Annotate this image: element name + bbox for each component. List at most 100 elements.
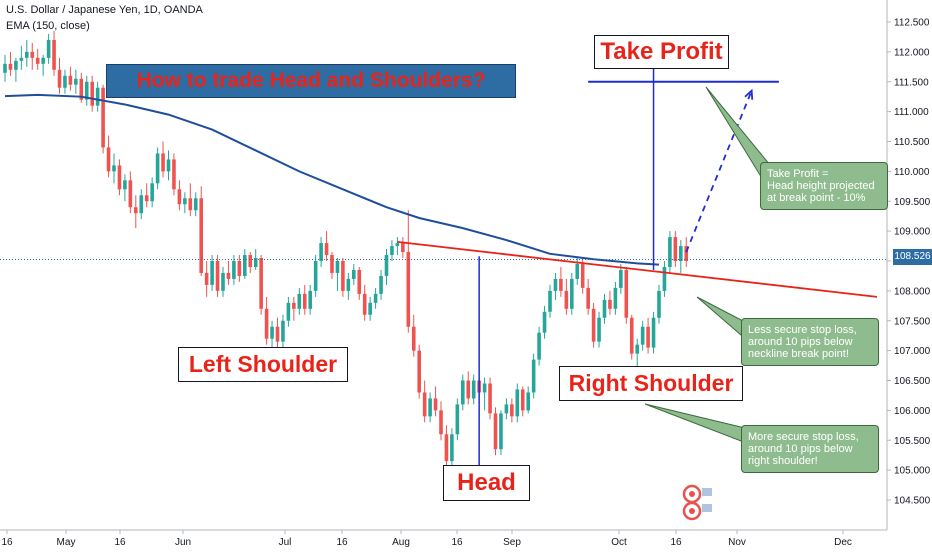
- take-profit-label: Take Profit: [594, 35, 729, 69]
- price-tick-label: 106.000: [894, 406, 931, 417]
- candle-body: [422, 392, 427, 417]
- candle-body: [177, 189, 182, 205]
- candle-body: [417, 350, 421, 393]
- candle-body: [30, 51, 35, 58]
- time-tick-label: Oct: [611, 537, 627, 548]
- candle-body: [166, 159, 171, 172]
- candle-body: [526, 392, 530, 411]
- time-tick-label: 16: [114, 537, 126, 548]
- candle-body: [183, 198, 187, 205]
- candle-body: [619, 269, 623, 288]
- ema-150-line: [4, 93, 660, 266]
- candle-body: [226, 272, 231, 279]
- candle-body: [292, 302, 296, 309]
- candles-layer: [3, 30, 689, 471]
- candle-body: [548, 290, 552, 312]
- candle-body: [210, 261, 214, 285]
- candle-body: [428, 398, 432, 417]
- candle-body: [243, 255, 247, 276]
- candle-body: [308, 290, 312, 309]
- indicator-legend[interactable]: EMA (150, close): [6, 20, 90, 32]
- price-axis[interactable]: 112.500 112.000 111.500 111.000 110.500 110.0…: [886, 0, 931, 530]
- candle-body: [471, 380, 476, 399]
- time-tick-label: May: [57, 537, 76, 548]
- candle-body: [586, 287, 590, 309]
- candle-body: [319, 243, 323, 261]
- candle-body: [221, 272, 225, 291]
- candle-body: [510, 404, 514, 417]
- candle-body: [199, 198, 203, 273]
- time-tick-label: Nov: [728, 537, 746, 548]
- price-tick-label: 105.500: [894, 436, 931, 447]
- candle-body: [84, 81, 89, 100]
- price-tick-label: 112.500: [894, 18, 930, 29]
- candle-body: [559, 278, 563, 291]
- candle-body: [302, 293, 307, 309]
- candle-body: [411, 326, 416, 351]
- last-price-badge: 108.526: [893, 249, 932, 265]
- candle-body: [150, 183, 154, 202]
- candle-body: [679, 246, 683, 261]
- candle-body: [357, 269, 362, 294]
- candle-body: [570, 278, 574, 309]
- neckline: [397, 240, 878, 298]
- candle-body: [591, 308, 596, 342]
- candle-body: [466, 380, 471, 399]
- candle-body: [117, 165, 122, 190]
- candle-body: [395, 243, 400, 247]
- candle-body: [68, 75, 73, 85]
- candle-body: [134, 207, 138, 214]
- candle-body: [575, 263, 580, 279]
- price-tick-label: 105.000: [894, 466, 931, 477]
- candle-body: [41, 57, 45, 64]
- candle-body: [90, 81, 94, 106]
- candle-body: [461, 380, 465, 405]
- candle-body: [515, 389, 520, 417]
- candle-body: [373, 293, 378, 303]
- candle-body: [651, 317, 656, 348]
- title-banner: How to trade Head and Shoulders?: [106, 64, 516, 98]
- price-tick-label: 109.000: [894, 227, 931, 238]
- candle-body: [362, 293, 367, 315]
- projection-arrow-line: [685, 90, 753, 253]
- candle-body: [155, 153, 160, 184]
- candle-body: [493, 413, 498, 450]
- candle-body: [259, 258, 263, 309]
- head-label: Head: [443, 465, 530, 501]
- candle-body: [668, 237, 672, 267]
- take-profit-note: Take Profit = Head height projected at b…: [760, 162, 888, 210]
- candle-body: [35, 57, 40, 64]
- candle-body: [46, 39, 51, 58]
- candle-body: [14, 60, 18, 70]
- candle-body: [95, 87, 100, 106]
- take-profit-callout-pointer: [705, 86, 771, 176]
- time-axis[interactable]: 16 May 16 Jun Jul 16 Aug 16 Sep Oct 16 Nov Dec: [0, 529, 887, 548]
- candle-body: [537, 332, 541, 360]
- candle-body: [63, 75, 67, 88]
- candle-body: [215, 261, 220, 291]
- candle-body: [390, 246, 394, 256]
- candle-body: [172, 159, 176, 190]
- candle-body: [564, 290, 569, 309]
- candle-body: [188, 198, 193, 211]
- candle-body: [106, 147, 111, 172]
- candle-body: [602, 299, 607, 318]
- candle-body: [379, 275, 383, 294]
- price-tick-label: 106.500: [894, 376, 931, 387]
- candle-body: [3, 63, 7, 73]
- candle-body: [613, 287, 618, 309]
- candle-body: [635, 344, 639, 354]
- candle-body: [275, 326, 280, 342]
- candle-body: [553, 278, 558, 291]
- candle-body: [139, 195, 144, 214]
- candle-body: [8, 63, 13, 70]
- price-tick-label: 111.500: [894, 77, 929, 88]
- candle-body: [662, 266, 667, 291]
- price-tick-label: 111.000: [894, 107, 929, 118]
- less-secure-callout-pointer: [696, 296, 746, 336]
- more-secure-stop-note: More secure stop loss, around 10 pips be…: [741, 425, 879, 473]
- price-tick-label: 108.000: [894, 286, 931, 297]
- candle-body: [128, 180, 133, 208]
